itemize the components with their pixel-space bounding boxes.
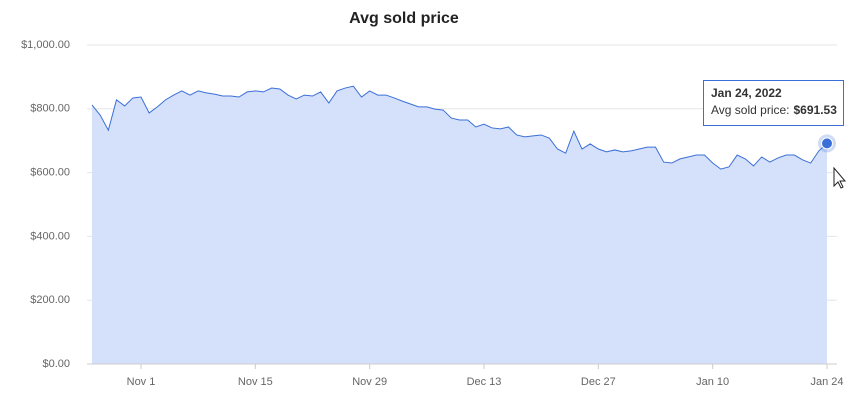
tooltip: Jan 24, 2022 Avg sold price: $691.53 [703,80,844,126]
y-tick-label: $800.00 [30,103,70,115]
tooltip-box [703,80,844,126]
y-tick-label: $0.00 [42,358,70,370]
x-tick-label: Jan 10 [696,376,729,388]
line [91,85,828,170]
x-tick-label: Dec 27 [581,376,616,388]
tooltip-body: Avg sold price: $691.53 [711,103,837,117]
y-tick-label: $200.00 [30,294,70,306]
y-tick-label: $1,000.00 [21,39,70,51]
chart-title: Avg sold price [349,10,459,27]
tooltip-title: Jan 24, 2022 [711,86,782,100]
x-tick-label: Dec 13 [467,376,502,388]
tooltip-value: $691.53 [794,103,838,117]
x-tick-label: Nov 15 [238,376,273,388]
cursor [833,166,847,189]
y-tick-label: $400.00 [30,230,70,242]
x-tick-label: Jan 24 [810,376,843,388]
tooltip-label: Avg sold price: [711,103,790,117]
x-tick-label: Nov 29 [352,376,387,388]
x-tick-label: Nov 1 [127,376,156,388]
area [92,86,827,364]
hover-point [821,137,833,150]
y-tick-label: $600.00 [30,167,70,179]
